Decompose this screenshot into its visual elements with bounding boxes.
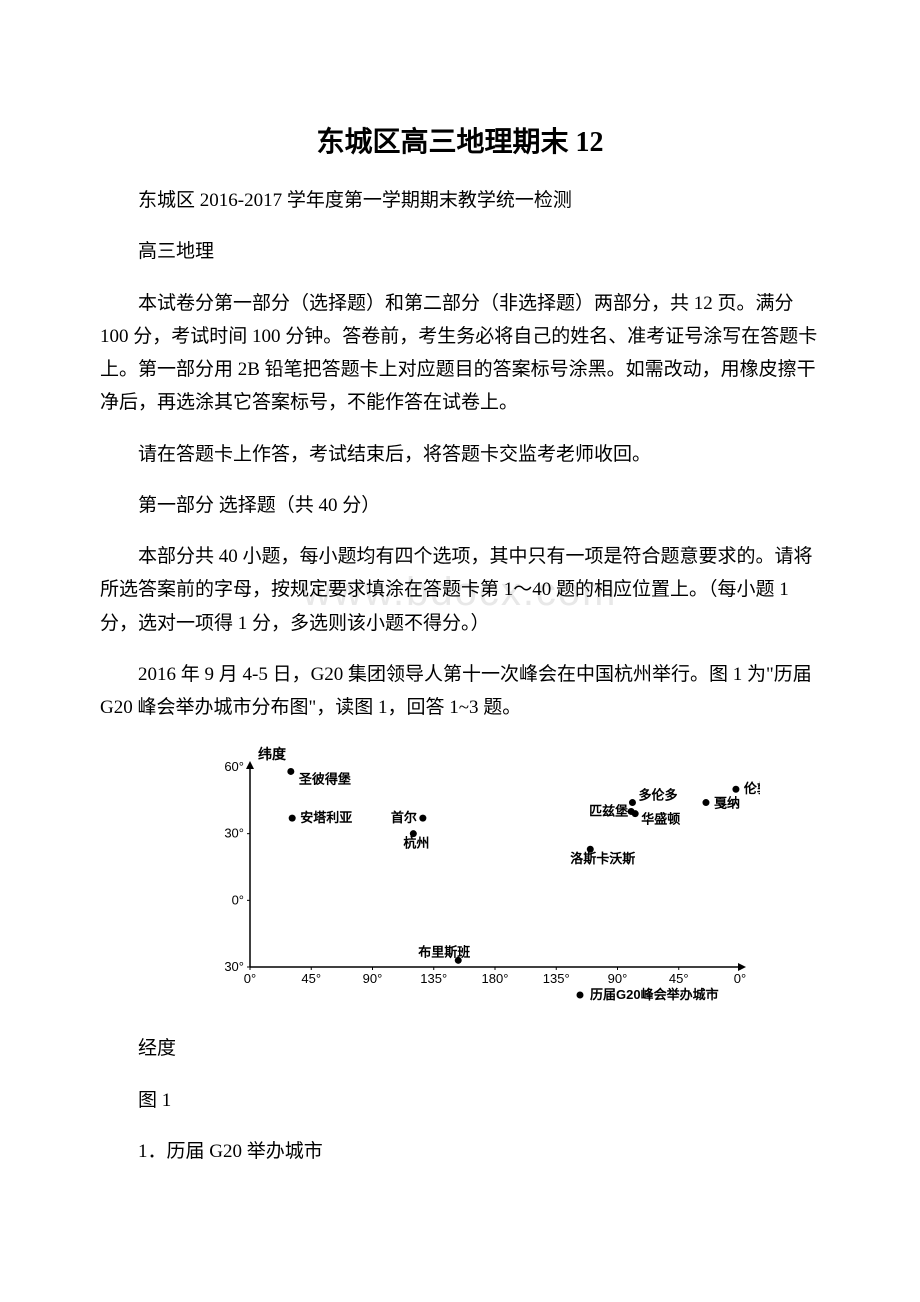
data-point <box>632 810 639 817</box>
point-label: 杭州 <box>403 836 429 851</box>
point-label: 洛斯卡沃斯 <box>570 851 635 866</box>
data-point <box>287 768 294 775</box>
data-point <box>732 786 739 793</box>
legend-text: 历届G20峰会举办城市 <box>590 987 719 1002</box>
y-tick-label: 60° <box>224 759 244 774</box>
instructions-2: 请在答题卡上作答，考试结束后，将答题卡交监考老师收回。 <box>100 438 820 471</box>
subject-label: 高三地理 <box>100 235 820 268</box>
x-tick-label: 45° <box>301 971 321 986</box>
question-context: 2016 年 9 月 4-5 日，G20 集团领导人第十一次峰会在中国杭州举行。… <box>100 658 820 725</box>
legend-marker-icon <box>577 992 584 999</box>
point-label: 圣彼得堡 <box>299 772 351 787</box>
x-tick-label: 135° <box>543 971 570 986</box>
y-tick-label: 30° <box>224 826 244 841</box>
y-axis-title: 纬度 <box>258 746 287 762</box>
data-point <box>629 799 636 806</box>
question-1: 1．历届 G20 举办城市 <box>100 1135 820 1168</box>
point-label: 华盛顿 <box>641 812 680 827</box>
y-tick-label: 0° <box>232 893 244 908</box>
x-tick-label: 0° <box>244 971 256 986</box>
y-axis-arrow-icon <box>246 761 254 769</box>
section-1-title: 第一部分 选择题（共 40 分） <box>100 489 820 522</box>
point-label: 多伦多 <box>638 788 677 803</box>
x-axis-arrow-icon <box>738 963 746 971</box>
x-tick-label: 0° <box>734 971 746 986</box>
point-label: 首尔 <box>391 810 417 825</box>
instructions-1: 本试卷分第一部分（选择题）和第二部分（非选择题）两部分，共 12 页。满分 10… <box>100 287 820 420</box>
data-point <box>702 799 709 806</box>
section-1-instructions: 本部分共 40 小题，每小题均有四个选项，其中只有一项是符合题意要求的。请将所选… <box>100 540 820 640</box>
data-point <box>419 815 426 822</box>
x-tick-label: 90° <box>608 971 628 986</box>
point-label: 戛纳 <box>714 796 740 811</box>
point-label: 布里斯班 <box>418 945 470 960</box>
x-tick-label: 90° <box>363 971 383 986</box>
x-tick-label: 45° <box>669 971 689 986</box>
point-label: 伦敦 <box>744 781 760 796</box>
exam-header: 东城区 2016-2017 学年度第一学期期末教学统一检测 <box>100 184 820 217</box>
y-tick-label: 30° <box>224 959 244 974</box>
x-axis-label-text: 经度 <box>100 1032 820 1065</box>
g20-chart: 纬度60°30°0°30°0°45°90°135°180°135°90°45°0… <box>200 742 820 1002</box>
x-tick-label: 135° <box>420 971 447 986</box>
page-title: 东城区高三地理期末 12 <box>100 120 820 160</box>
scatter-chart-svg: 纬度60°30°0°30°0°45°90°135°180°135°90°45°0… <box>200 742 760 1002</box>
x-tick-label: 180° <box>482 971 509 986</box>
point-label: 匹兹堡 <box>589 804 628 819</box>
data-point <box>289 815 296 822</box>
figure-caption: 图 1 <box>100 1084 820 1117</box>
point-label: 安塔利亚 <box>300 810 352 825</box>
